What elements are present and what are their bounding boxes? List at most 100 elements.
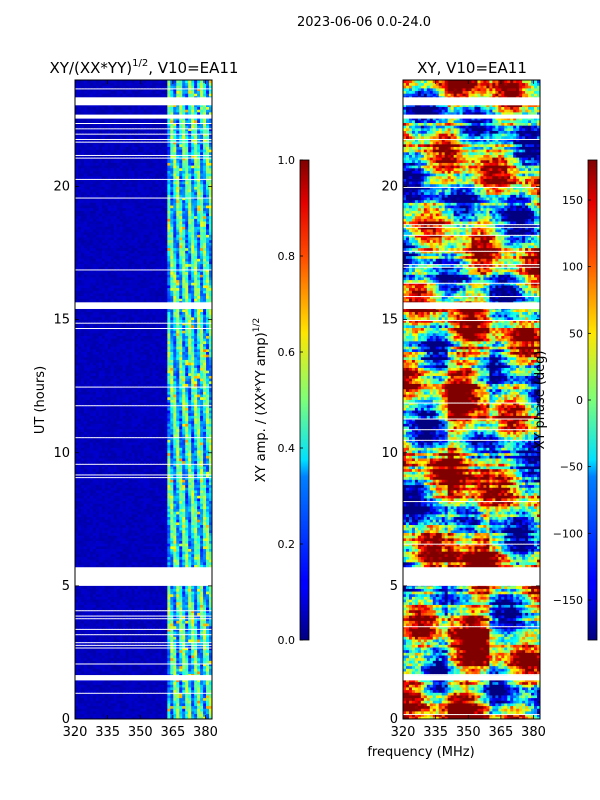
heatmap-cell: [113, 455, 118, 459]
heatmap-cell: [173, 548, 177, 552]
heatmap-cell: [200, 535, 204, 539]
heatmap-cell: [119, 471, 124, 475]
heatmap-cell: [110, 687, 115, 691]
heatmap-cell: [101, 545, 106, 549]
heatmap-cell: [86, 431, 91, 435]
heatmap-cell: [101, 596, 106, 600]
heatmap-cell: [197, 668, 201, 672]
heatmap-cell: [152, 684, 156, 688]
heatmap-cell: [86, 623, 91, 627]
heatmap-cell: [128, 615, 132, 619]
heatmap-cell: [200, 585, 204, 589]
heatmap-cell: [191, 524, 195, 528]
heatmap-cell: [83, 442, 88, 446]
heatmap-cell: [128, 447, 132, 451]
heatmap-cell: [110, 695, 115, 699]
heatmap-cell: [191, 697, 195, 701]
heatmap-cell: [161, 700, 165, 704]
heatmap-cell: [161, 617, 165, 621]
heatmap-cell: [116, 450, 121, 454]
heatmap-cell: [116, 479, 121, 483]
heatmap-cell: [137, 561, 141, 565]
heatmap-cell: [203, 657, 207, 661]
heatmap-cell: [77, 447, 82, 451]
heatmap-cell: [95, 647, 100, 651]
heatmap-cell: [98, 532, 103, 536]
heatmap-cell: [149, 612, 153, 616]
heatmap-cell: [137, 503, 141, 507]
heatmap-cell: [128, 628, 132, 632]
heatmap-cell: [158, 711, 162, 715]
heatmap-cell: [197, 687, 201, 691]
heatmap-cell: [146, 508, 150, 512]
heatmap-cell: [200, 607, 204, 611]
heatmap-cell: [191, 604, 195, 608]
heatmap-cell: [173, 516, 177, 520]
heatmap-cell: [95, 623, 100, 627]
heatmap-cell: [95, 460, 100, 464]
heatmap-cell: [86, 609, 91, 613]
heatmap-cell: [125, 436, 130, 440]
heatmap-cell: [164, 660, 168, 664]
heatmap-cell: [170, 543, 174, 547]
heatmap-cell: [191, 556, 195, 560]
heatmap-cell: [101, 487, 106, 491]
heatmap-cell: [161, 647, 165, 651]
heatmap-cell: [122, 474, 127, 478]
heatmap-cell: [185, 498, 189, 502]
heatmap-cell: [119, 703, 124, 707]
heatmap-cell: [98, 708, 103, 712]
heatmap-cell: [194, 535, 198, 539]
heatmap-cell: [134, 623, 138, 627]
heatmap-cell: [143, 623, 147, 627]
heatmap-cell: [170, 663, 174, 667]
heatmap-cell: [143, 498, 147, 502]
heatmap-cell: [191, 649, 195, 653]
heatmap-cell: [101, 636, 106, 640]
heatmap-cell: [188, 444, 192, 448]
heatmap-cell: [98, 521, 103, 526]
heatmap-cell: [152, 599, 156, 603]
heatmap-cell: [110, 697, 115, 701]
heatmap-cell: [182, 463, 186, 467]
heatmap-cell: [122, 649, 127, 653]
heatmap-cell: [164, 521, 168, 526]
heatmap-cell: [80, 521, 85, 526]
heatmap-cell: [158, 468, 162, 472]
heatmap-cell: [197, 559, 201, 563]
heatmap-cell: [95, 639, 100, 643]
heatmap-cell: [122, 490, 127, 494]
heatmap-cell: [119, 535, 124, 539]
heatmap-cell: [104, 484, 109, 488]
heatmap-cell: [75, 588, 79, 592]
heatmap-cell: [107, 671, 112, 675]
heatmap-cell: [149, 705, 153, 709]
heatmap-cell: [119, 537, 124, 542]
heatmap-cell: [209, 652, 212, 656]
heatmap-cell: [200, 671, 204, 675]
heatmap-cell: [92, 444, 97, 448]
heatmap-cell: [176, 615, 180, 619]
heatmap-cell: [200, 623, 204, 627]
heatmap-cell: [203, 434, 207, 438]
heatmap-cell: [95, 708, 100, 712]
heatmap-cell: [182, 689, 186, 693]
heatmap-cell: [200, 633, 204, 637]
heatmap-cell: [194, 450, 198, 454]
heatmap-cell: [89, 716, 94, 719]
heatmap-cell: [149, 628, 153, 632]
heatmap-cell: [176, 431, 180, 435]
heatmap-cell: [191, 665, 195, 669]
heatmap-cell: [116, 641, 121, 645]
heatmap-cell: [128, 513, 132, 518]
heatmap-cell: [140, 657, 144, 661]
heatmap-cell: [209, 513, 212, 518]
heatmap-cell: [83, 548, 88, 552]
heatmap-cell: [116, 657, 121, 661]
heatmap-cell: [149, 500, 153, 504]
heatmap-cell: [119, 463, 124, 467]
heatmap-cell: [113, 450, 118, 454]
heatmap-cell: [122, 668, 127, 672]
heatmap-cell: [86, 628, 91, 632]
heatmap-cell: [197, 631, 201, 635]
